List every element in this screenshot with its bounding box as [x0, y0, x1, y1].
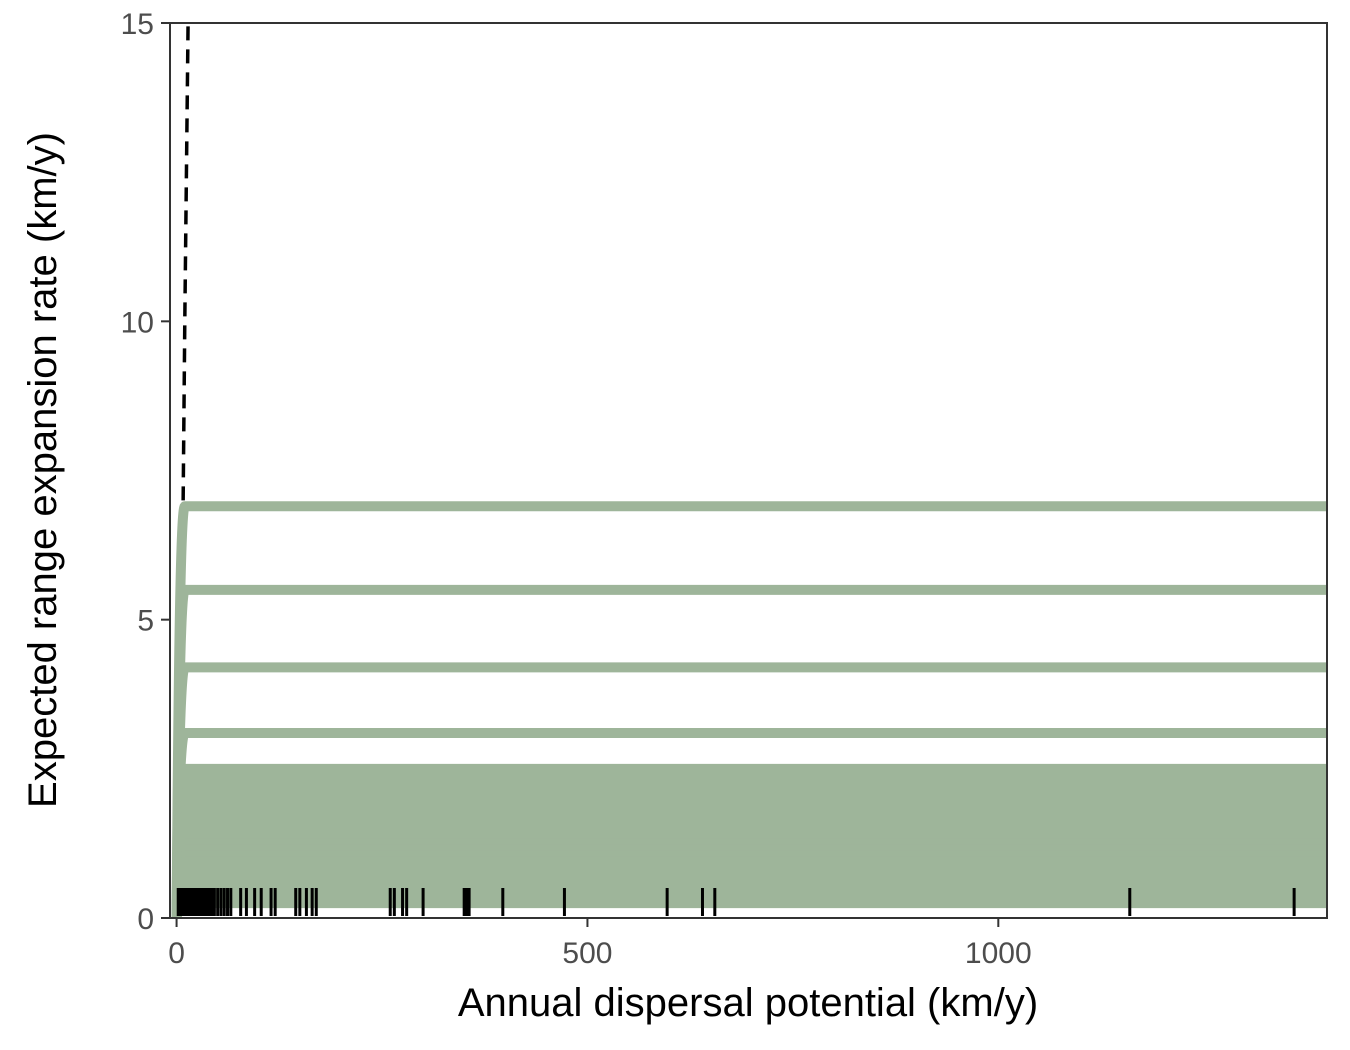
x-tick-label: 500 — [562, 937, 612, 970]
y-tick-label: 5 — [137, 605, 154, 638]
rug-marks — [176, 888, 1296, 916]
reference-line — [181, 23, 190, 501]
x-tick-label: 1000 — [965, 937, 1032, 970]
reference-line-group — [181, 23, 190, 501]
y-tick-label: 10 — [121, 306, 154, 339]
x-axis-title: Annual dispersal potential (km/y) — [458, 981, 1038, 1025]
y-axis-title: Expected range expansion rate (km/y) — [21, 132, 65, 808]
x-tick-label: 0 — [168, 937, 185, 970]
y-tick-label: 15 — [121, 8, 154, 41]
panel-border — [169, 22, 1328, 919]
axes: 0 500 1000 0 5 10 15 — [121, 8, 1032, 970]
y-tick-label: 0 — [137, 903, 154, 936]
